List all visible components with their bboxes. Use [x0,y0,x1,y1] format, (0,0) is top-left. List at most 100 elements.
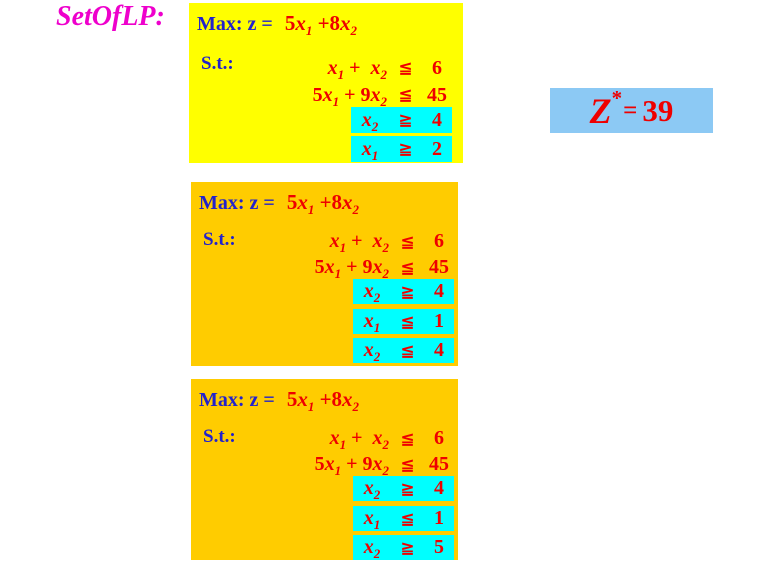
optimal-value-symbol: Z [589,90,612,131]
objective-line: Max: z = 5x1 +8x2 [199,387,360,415]
objective-line: Max: z = 5x1 +8x2 [199,190,360,218]
relation-operator: ≧ [398,110,413,130]
variable: x1 [322,83,340,109]
optimal-value-box: Z * = 39 [550,86,713,133]
relation-operator: ≦ [400,454,415,475]
constraint-row: 5x1 + 9x2 ≦ 45 [189,82,452,108]
subject-to-label: S.t.: [203,229,236,250]
constraint-value: 4 [434,477,444,499]
constraint-rows: x1 + x2 ≦ 6 5x1 + 9x2 ≦ 45 x2 ≧ 4 x1 ≦ 1 x2 ≧ 5 [191,379,458,560]
variable: x1 [324,256,342,281]
objective-label: Max: z = [199,192,275,214]
variable: x1 [327,56,345,82]
variable: x2 [342,387,360,415]
constraint-expression: x2 [353,477,391,502]
constraint-row-highlighted: x2 ≧ 4 [353,279,454,304]
variable: x2 [370,83,388,109]
variable: x1 [295,11,313,39]
variable: x1 [363,507,381,532]
constraint-row-highlighted: x1 ≦ 1 [353,309,454,334]
relation-operator: ≦ [400,231,415,252]
objective-expression: 5x1 +8x2 [286,190,360,218]
relation-operator: ≦ [400,257,415,278]
constraint-expression: 5x1 + 9x2 [314,256,390,281]
constraint-expression: x2 [353,339,391,364]
constraint-value: 45 [429,453,449,475]
constraint-value: 4 [434,280,444,302]
variable: x2 [363,339,381,364]
lp-block-1: Max: z = 5x1 +8x2 S.t.: x1 + x2 ≦ 6 5x1 + 9… [189,3,463,163]
lp-block-2: Max: z = 5x1 +8x2 S.t.: x1 + x2 ≦ 6 5x1 + 9… [191,182,458,366]
subject-to-label: S.t.: [201,53,234,74]
constraint-value: 4 [432,108,442,131]
constraint-expression: x1 [351,138,389,162]
relation-operator: ≧ [400,537,415,558]
variable: x2 [372,453,390,478]
constraint-value: 5 [434,536,444,558]
constraint-value: 6 [434,230,444,252]
constraint-expression: x1 [353,310,391,335]
relation-operator: ≧ [398,139,413,159]
constraint-expression: x1 + x2 [327,56,388,82]
constraint-expression: x1 [353,507,391,532]
constraint-value: 6 [432,56,442,79]
optimal-value-equals: = [623,96,638,124]
variable: x2 [363,280,381,305]
constraint-row: x1 + x2 ≦ 6 [191,426,454,451]
slide-title: SetOfLP: [56,1,165,32]
relation-operator: ≦ [398,58,413,78]
variable: x1 [363,310,381,335]
variable: x2 [372,427,390,452]
objective-label: Max: z = [197,13,273,35]
constraint-value: 1 [434,310,444,332]
variable: x2 [370,56,388,82]
constraint-expression: x2 [353,280,391,305]
constraint-row: 5x1 + 9x2 ≦ 45 [191,255,454,280]
optimal-value-superscript: * [611,86,623,110]
objective-expression: 5x1 +8x2 [286,387,360,415]
constraint-row-highlighted: x2 ≧ 5 [353,535,454,560]
constraint-expression: 5x1 + 9x2 [314,453,390,478]
constraint-rows: x1 + x2 ≦ 6 5x1 + 9x2 ≦ 45 x2 ≧ 4 x1 ≦ 1 x2 ≦ 4 [191,182,458,366]
variable: x2 [372,256,390,281]
constraint-expression: x1 + x2 [329,427,390,452]
constraint-value: 4 [434,339,444,361]
subject-to-label: S.t.: [203,426,236,447]
constraint-rows: x1 + x2 ≦ 6 5x1 + 9x2 ≦ 45 x2 ≧ 4 x1 ≧ 2 [189,3,463,163]
relation-operator: ≦ [400,340,415,361]
constraint-row-highlighted: x1 ≦ 1 [353,506,454,531]
relation-operator: ≧ [400,281,415,302]
variable: x2 [340,11,358,39]
constraint-value: 45 [427,83,447,106]
variable: x2 [361,108,379,134]
variable: x2 [363,477,381,502]
variable: x1 [329,427,347,452]
constraint-expression: 5x1 + 9x2 [312,83,388,109]
constraint-row-highlighted: x2 ≦ 4 [353,338,454,363]
optimal-value-number: 39 [642,92,674,128]
relation-operator: ≦ [400,428,415,449]
variable: x2 [363,536,381,561]
relation-operator: ≦ [400,311,415,332]
constraint-row-highlighted: x2 ≧ 4 [351,107,452,133]
relation-operator: ≦ [400,508,415,529]
lp-block-3: Max: z = 5x1 +8x2 S.t.: x1 + x2 ≦ 6 5x1 + 9… [191,379,458,560]
constraint-row: x1 + x2 ≦ 6 [191,229,454,254]
constraint-value: 45 [429,256,449,278]
constraint-row: 5x1 + 9x2 ≦ 45 [191,452,454,477]
relation-operator: ≧ [400,478,415,499]
variable: x1 [297,387,315,415]
constraint-value: 6 [434,427,444,449]
objective-label: Max: z = [199,389,275,411]
variable: x1 [324,453,342,478]
objective-expression: 5x1 +8x2 [284,11,358,39]
variable: x2 [372,230,390,255]
constraint-value: 2 [432,137,442,160]
constraint-expression: x1 + x2 [329,230,390,255]
constraint-expression: x2 [353,536,391,561]
relation-operator: ≦ [398,85,413,105]
objective-line: Max: z = 5x1 +8x2 [197,11,358,39]
constraint-expression: x2 [351,108,389,134]
constraint-row-highlighted: x2 ≧ 4 [353,476,454,501]
